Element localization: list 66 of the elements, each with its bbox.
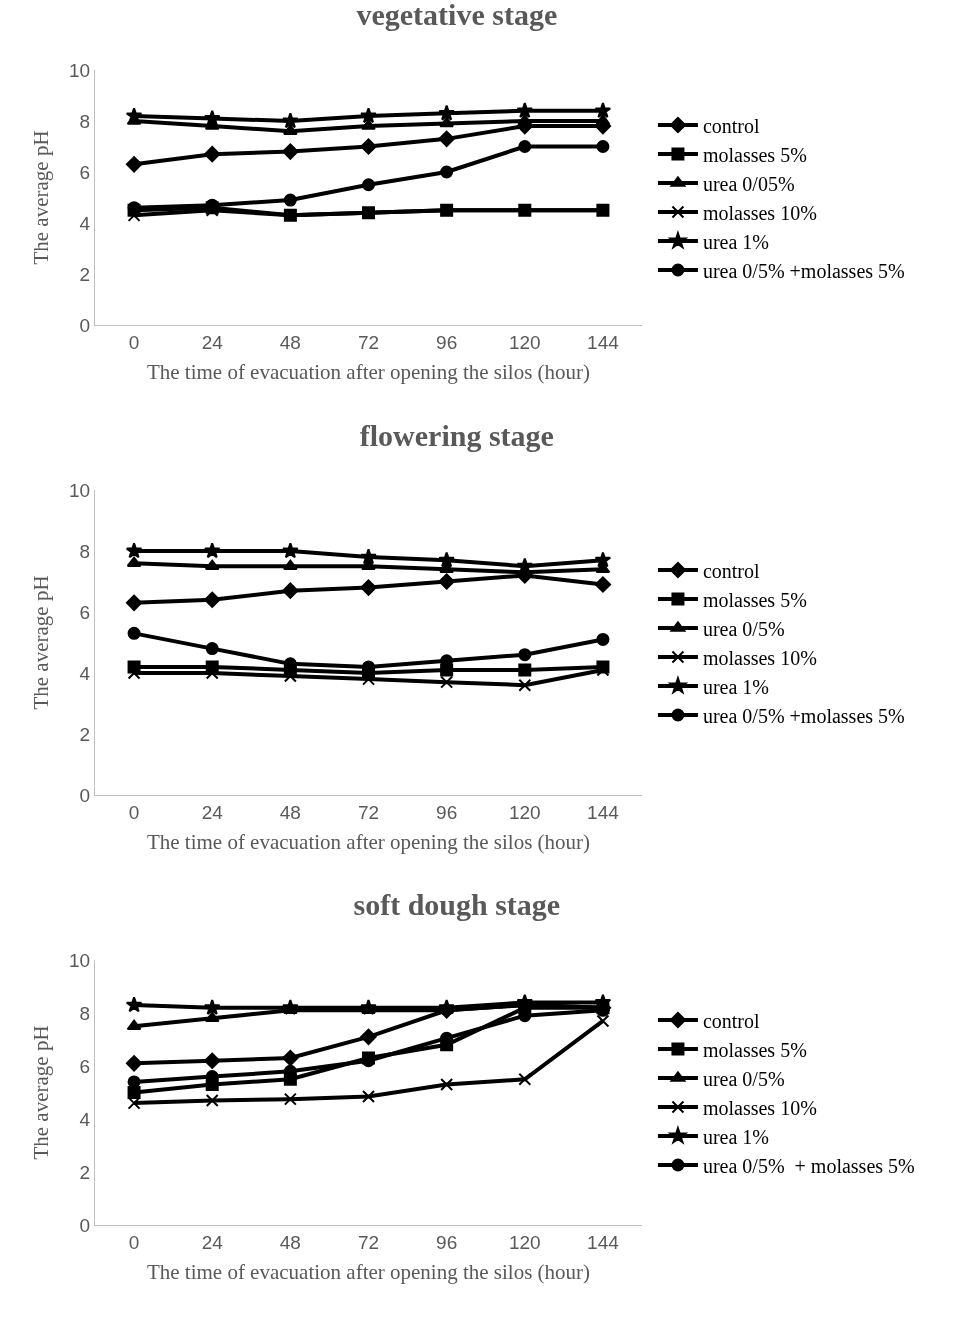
y-tick-label: 10 bbox=[69, 479, 91, 501]
legend-label: urea 1% bbox=[702, 230, 770, 253]
x-tick-label: 144 bbox=[587, 1231, 620, 1253]
y-tick-label: 0 bbox=[79, 784, 91, 806]
x-tick-label: 96 bbox=[436, 331, 458, 353]
x-tick-label: 72 bbox=[357, 1231, 380, 1253]
chart-title: soft dough stage bbox=[353, 888, 561, 922]
y-tick-label: 8 bbox=[79, 1002, 91, 1024]
legend-label: urea 0/5% +molasses 5% bbox=[702, 704, 905, 727]
chart-title: flowering stage bbox=[359, 418, 554, 452]
x-tick-label: 0 bbox=[128, 801, 140, 823]
legend-label: urea 0/5% +molasses 5% bbox=[702, 259, 905, 282]
y-tick-label: 10 bbox=[69, 59, 91, 81]
y-tick-label: 0 bbox=[79, 1214, 91, 1236]
x-tick-label: 48 bbox=[279, 801, 301, 823]
x-axis-title: The time of evacuation after opening the silos (hour) bbox=[146, 360, 591, 384]
legend-label: urea 1% bbox=[702, 675, 770, 698]
x-tick-label: 24 bbox=[201, 1231, 224, 1253]
chart-title: vegetative stage bbox=[356, 0, 558, 32]
legend-label: molasses 5% bbox=[702, 1038, 807, 1061]
y-axis-title: The average pH bbox=[29, 130, 54, 265]
y-tick-label: 2 bbox=[79, 1161, 91, 1183]
x-tick-label: 120 bbox=[508, 331, 541, 353]
x-tick-label: 24 bbox=[201, 331, 224, 353]
y-tick-label: 2 bbox=[79, 723, 91, 745]
legend-label: urea 0/5% bbox=[702, 1067, 785, 1090]
x-axis-title: The time of evacuation after opening the silos (hour) bbox=[146, 1260, 591, 1284]
y-tick-label: 4 bbox=[79, 1108, 91, 1130]
x-tick-label: 96 bbox=[436, 801, 458, 823]
x-tick-label: 72 bbox=[357, 331, 380, 353]
legend-label: control bbox=[702, 559, 761, 582]
y-axis-title: The average pH bbox=[29, 575, 54, 710]
y-tick-label: 6 bbox=[79, 1055, 91, 1077]
x-tick-label: 0 bbox=[128, 1231, 140, 1253]
y-tick-label: 0 bbox=[79, 314, 91, 336]
x-tick-label: 48 bbox=[279, 1231, 301, 1253]
x-tick-label: 144 bbox=[587, 801, 620, 823]
y-tick-label: 10 bbox=[69, 949, 91, 971]
x-tick-label: 96 bbox=[436, 1231, 458, 1253]
x-tick-label: 24 bbox=[201, 801, 224, 823]
x-tick-label: 48 bbox=[279, 331, 301, 353]
y-tick-label: 4 bbox=[79, 662, 91, 684]
y-tick-label: 6 bbox=[79, 161, 91, 183]
y-axis-title: The average pH bbox=[29, 1025, 54, 1160]
legend-label: molasses 10% bbox=[702, 201, 817, 224]
x-tick-label: 120 bbox=[508, 1231, 541, 1253]
legend-label: molasses 5% bbox=[702, 143, 807, 166]
legend-label: molasses 5% bbox=[702, 588, 807, 611]
legend-label: urea 1% bbox=[702, 1125, 770, 1148]
legend-label: control bbox=[702, 1009, 761, 1032]
y-tick-label: 8 bbox=[79, 110, 91, 132]
legend-label: molasses 10% bbox=[702, 1096, 817, 1119]
y-tick-label: 8 bbox=[79, 540, 91, 562]
y-tick-label: 2 bbox=[79, 263, 91, 285]
legend-label: control bbox=[702, 114, 761, 137]
legend-label: urea 0/05% bbox=[702, 172, 795, 195]
x-axis-title: The time of evacuation after opening the silos (hour) bbox=[146, 830, 591, 854]
x-tick-label: 0 bbox=[128, 331, 140, 353]
y-tick-label: 6 bbox=[79, 601, 91, 623]
x-tick-label: 72 bbox=[357, 801, 380, 823]
y-tick-label: 4 bbox=[79, 212, 91, 234]
legend-label: urea 0/5% bbox=[702, 617, 785, 640]
legend-label: molasses 10% bbox=[702, 646, 817, 669]
x-tick-label: 144 bbox=[587, 331, 620, 353]
x-tick-label: 120 bbox=[508, 801, 541, 823]
legend-label: urea 0/5% + molasses 5% bbox=[702, 1154, 915, 1177]
